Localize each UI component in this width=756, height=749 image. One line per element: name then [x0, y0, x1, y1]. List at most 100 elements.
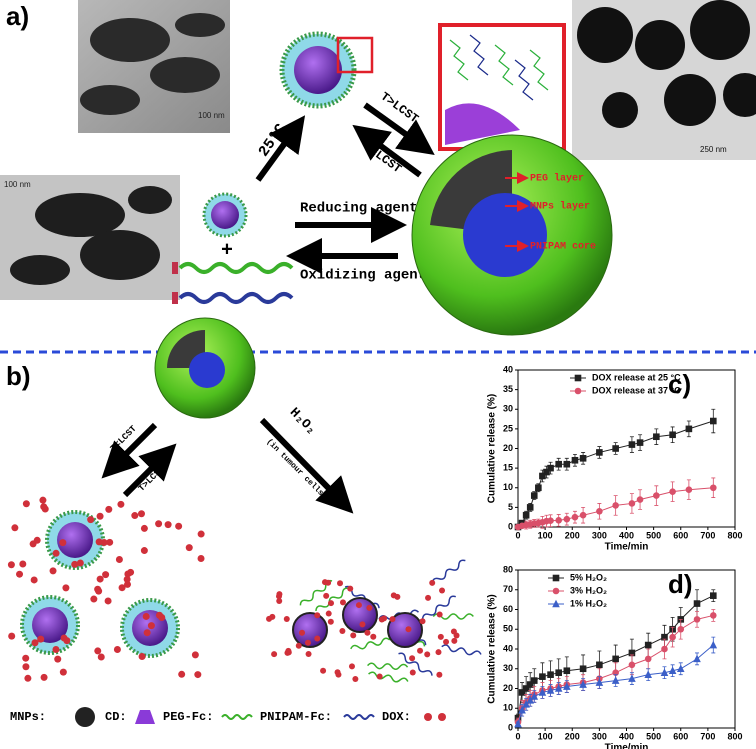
- particle-core: [211, 201, 239, 229]
- x-tick-label: 100: [538, 530, 553, 540]
- pnipam-chain: [178, 292, 294, 304]
- y-tick-label: 0: [508, 722, 513, 732]
- dox-molecule: [94, 585, 102, 593]
- dox-molecule: [425, 594, 432, 601]
- data-point: [579, 680, 587, 688]
- y-tick-label: 10: [503, 482, 513, 492]
- data-point: [554, 684, 563, 692]
- dox-molecule: [334, 669, 341, 676]
- x-tick-label: 200: [565, 530, 580, 540]
- y-axis-label: Cumulative release (%): [487, 594, 498, 704]
- x-tick-label: 500: [646, 731, 661, 741]
- dox-molecule: [364, 629, 371, 636]
- data-point: [555, 669, 562, 676]
- dox-molecule: [185, 544, 193, 552]
- y-tick-label: 40: [503, 643, 513, 653]
- legend-symbol: [221, 714, 253, 720]
- data-point: [710, 417, 717, 425]
- data-point: [539, 673, 546, 680]
- dox-molecule: [96, 575, 104, 583]
- dox-molecule: [143, 629, 151, 637]
- dox-molecule: [325, 610, 332, 617]
- data-point: [710, 592, 717, 599]
- dox-molecule: [394, 593, 401, 600]
- dox-molecule: [59, 668, 67, 676]
- y-tick-label: 70: [503, 584, 513, 594]
- dox-molecule: [327, 618, 334, 625]
- legend-symbol: [75, 707, 95, 727]
- data-point: [669, 633, 676, 641]
- data-point: [653, 492, 660, 499]
- dox-molecule: [376, 673, 383, 680]
- dox-molecule: [131, 512, 139, 520]
- dox-molecule: [366, 604, 373, 611]
- data-point: [612, 445, 619, 452]
- dox-molecule: [106, 538, 114, 546]
- inset-core: [445, 103, 520, 145]
- dox-molecule: [451, 637, 458, 644]
- dox-molecule: [123, 580, 131, 588]
- data-point: [579, 455, 587, 462]
- arrow: [101, 422, 158, 479]
- y-tick-label: 10: [503, 703, 513, 713]
- arrow: [255, 115, 306, 182]
- dox-molecule: [52, 549, 60, 557]
- x-tick-label: 0: [515, 530, 520, 540]
- data-point: [543, 468, 550, 476]
- end-group: [172, 292, 178, 304]
- dox-molecule: [417, 647, 424, 654]
- dox-molecule: [299, 629, 306, 636]
- dox-molecule: [320, 667, 327, 674]
- legend-label: MNPs:: [10, 710, 46, 724]
- dox-molecule: [113, 646, 121, 654]
- dox-molecule: [59, 539, 67, 547]
- data-point: [530, 692, 539, 700]
- legend-label: DOX release at 25 °C: [592, 372, 681, 382]
- data-point: [595, 678, 604, 686]
- x-tick-label: 700: [700, 731, 715, 741]
- dox-molecule: [94, 647, 102, 655]
- dox-molecule: [155, 520, 163, 528]
- y-axis-label: Cumulative release (%): [487, 394, 498, 504]
- dox-molecule: [178, 670, 186, 678]
- dox-molecule: [40, 673, 48, 681]
- dox-molecule: [295, 642, 302, 649]
- dox-molecule: [71, 560, 79, 568]
- data-point: [530, 492, 538, 499]
- dox-molecule: [30, 576, 38, 584]
- legend-marker: [552, 574, 560, 582]
- y-tick-label: 50: [503, 624, 513, 634]
- dox-molecule: [102, 571, 110, 579]
- y-tick-label: 60: [503, 604, 513, 614]
- dox-molecule: [266, 615, 273, 622]
- data-point: [522, 511, 530, 519]
- peg-chain: [368, 671, 409, 683]
- dox-molecule: [194, 671, 202, 679]
- dox-molecule: [337, 580, 344, 587]
- data-point: [579, 665, 587, 673]
- dox-molecule: [437, 633, 444, 640]
- callout-label: MNPs layer: [530, 201, 590, 213]
- peg-chain: [178, 262, 294, 274]
- legend-marker: [574, 387, 582, 395]
- reaction-label: Oxidizing agent: [300, 268, 426, 284]
- dox-molecule: [16, 570, 24, 578]
- data-point: [518, 689, 526, 696]
- y-tick-label: 15: [503, 463, 513, 473]
- peg-chain: [315, 587, 350, 612]
- dox-molecule: [76, 559, 84, 567]
- x-tick-label: 300: [592, 530, 607, 540]
- peg-chain: [367, 662, 409, 670]
- y-tick-label: 40: [503, 364, 513, 374]
- data-point: [628, 649, 636, 657]
- data-point: [710, 484, 717, 492]
- dox-molecule: [314, 612, 321, 619]
- dox-molecule: [276, 591, 283, 598]
- dox-molecule: [142, 612, 150, 620]
- data-point: [644, 641, 652, 649]
- data-point: [539, 472, 546, 480]
- y-tick-label: 20: [503, 683, 513, 693]
- arrow: [259, 417, 354, 514]
- x-tick-label: 0: [515, 731, 520, 741]
- dox-molecule: [49, 567, 57, 575]
